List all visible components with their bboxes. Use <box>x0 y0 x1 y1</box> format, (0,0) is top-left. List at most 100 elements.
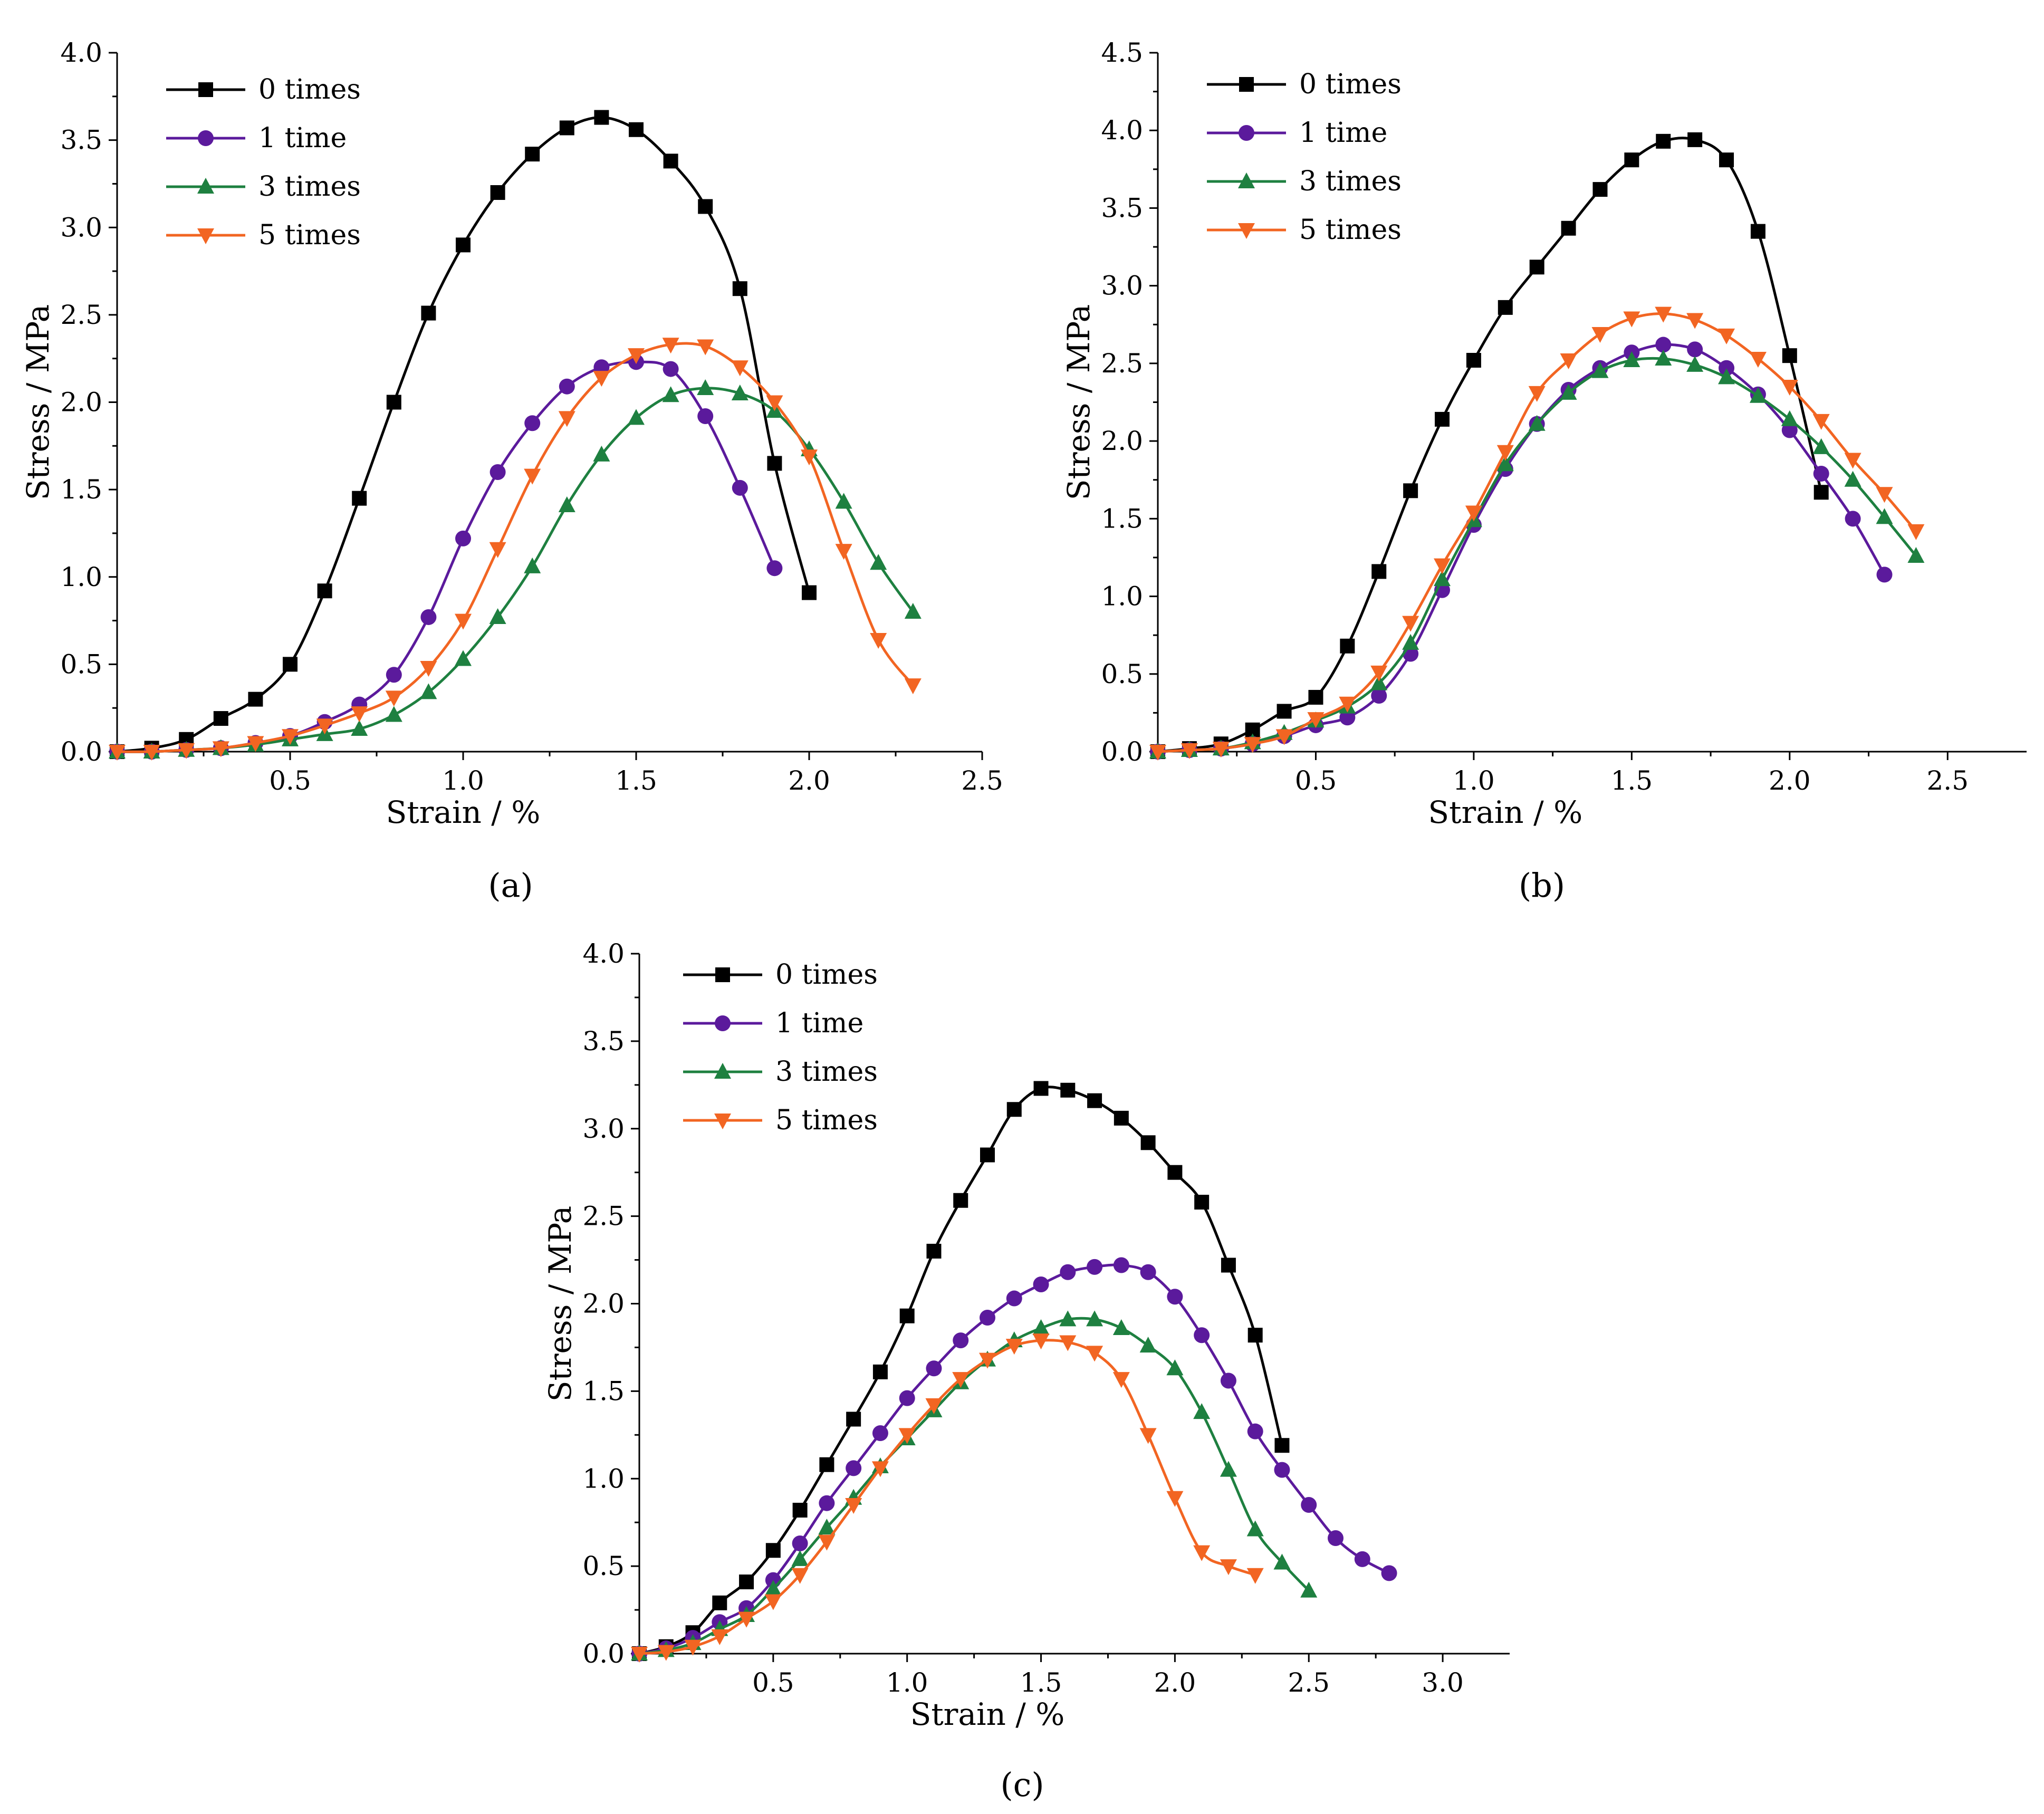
data-point-3-times-a <box>628 409 645 425</box>
x-tick-label-b: 2.0 <box>1769 765 1811 796</box>
data-point-0-times-b <box>1498 300 1513 315</box>
data-point-1-time-c <box>1301 1497 1317 1513</box>
y-tick-label-a: 0.5 <box>60 649 102 679</box>
data-point-3-times-b <box>1591 362 1609 378</box>
data-point-3-times-b <box>1655 350 1672 366</box>
legend-label-1-time-b: 1 time <box>1299 117 1387 149</box>
y-tick-label-a: 2.5 <box>60 300 102 330</box>
x-tick-label-a: 2.0 <box>788 765 830 796</box>
data-point-0-times-a <box>352 491 367 506</box>
data-point-1-time-c <box>792 1535 808 1551</box>
y-tick-label-c: 1.5 <box>582 1376 625 1406</box>
data-point-3-times-a <box>662 386 679 402</box>
data-point-5-times-a <box>455 613 472 630</box>
data-point-0-times-c <box>846 1412 861 1427</box>
data-point-1-time-c <box>1354 1551 1370 1567</box>
data-point-3-times-c <box>1220 1461 1237 1477</box>
data-point-5-times-b <box>1686 313 1704 329</box>
y-tick-label-b: 4.0 <box>1101 115 1143 146</box>
data-point-0-times-b <box>1813 485 1829 500</box>
data-point-5-times-c <box>1246 1568 1264 1584</box>
data-point-5-times-a <box>109 745 126 761</box>
data-point-5-times-b <box>1244 737 1261 753</box>
data-point-1-time-c <box>1167 1289 1183 1305</box>
data-point-3-times-a <box>593 445 610 462</box>
data-point-5-times-c <box>657 1645 675 1661</box>
x-tick-label-c: 1.0 <box>886 1667 928 1698</box>
y-tick-label-b: 0.5 <box>1101 659 1143 689</box>
data-point-0-times-b <box>1687 132 1703 147</box>
data-point-1-time-a <box>455 530 471 546</box>
panel-label-a: (a) <box>488 866 533 905</box>
y-tick-label-a: 4.0 <box>60 37 102 68</box>
data-point-3-times-c <box>1193 1403 1211 1419</box>
data-point-1-time-c <box>1274 1462 1290 1478</box>
data-point-0-times-b <box>1750 224 1765 239</box>
chart-panel-b: 0.5 1.0 1.5 2.0 2.5 0.0 0.5 1.0 1.5 2.0 2.5 3.0 3.5 4… <box>1061 37 2027 830</box>
data-point-3-times-a <box>524 557 541 573</box>
legend-marker-0-times-c <box>715 967 730 982</box>
data-point-3-times-a <box>835 493 852 509</box>
legend-marker-5-times-b <box>1238 223 1255 239</box>
data-point-0-times-b <box>1561 220 1576 236</box>
data-point-3-times-c <box>764 1580 782 1596</box>
data-point-0-times-a <box>732 281 747 296</box>
data-point-1-time-b <box>1845 511 1861 527</box>
x-tick-label-b: 1.5 <box>1611 765 1653 796</box>
data-point-1-time-c <box>1328 1530 1344 1547</box>
y-tick-label-c: 1.0 <box>582 1463 625 1494</box>
data-point-0-times-a <box>767 456 782 471</box>
data-point-0-times-a <box>317 583 332 599</box>
y-tick-label-c: 2.0 <box>582 1289 625 1319</box>
data-point-0-times-a <box>421 305 436 321</box>
y-tick-label-b: 4.5 <box>1101 37 1143 68</box>
data-point-1-time-b <box>1339 709 1356 726</box>
data-point-5-times-a <box>178 743 195 759</box>
data-point-1-time-a <box>732 479 748 496</box>
data-point-5-times-a <box>282 729 299 745</box>
series-line-0-times-c <box>638 1086 1283 1655</box>
legend-label-3-times-a: 3 times <box>258 171 361 203</box>
data-point-5-times-c <box>1086 1346 1103 1362</box>
data-point-5-times-a <box>247 736 264 752</box>
legend-marker-1-time-a <box>198 130 214 146</box>
data-point-0-times-a <box>594 110 609 125</box>
data-point-0-times-a <box>629 122 644 137</box>
y-tick-label-c: 0.5 <box>582 1551 625 1581</box>
data-point-5-times-c <box>1139 1428 1157 1444</box>
legend-marker-5-times-a <box>197 228 214 244</box>
data-point-3-times-c <box>1273 1553 1291 1570</box>
data-point-3-times-a <box>870 554 887 570</box>
data-point-3-times-b <box>1844 471 1861 487</box>
x-tick-label-c: 3.0 <box>1422 1667 1464 1698</box>
data-point-0-times-a <box>663 153 678 169</box>
data-point-0-times-a <box>698 199 713 214</box>
legend-marker-1-time-c <box>715 1015 731 1031</box>
chart-panel-c: 0.5 1.0 1.5 2.0 2.5 3.0 0.0 0.5 1.0 1.5 2.0 2.5 3.0 3… <box>542 938 1510 1732</box>
data-point-0-times-a <box>490 185 505 200</box>
data-point-3-times-a <box>904 603 922 619</box>
y-tick-label-a: 3.0 <box>60 212 102 243</box>
data-point-3-times-c <box>818 1519 836 1535</box>
data-point-5-times-a <box>801 449 818 466</box>
y-tick-label-a: 0.0 <box>60 736 102 767</box>
data-point-5-times-b <box>1844 453 1861 469</box>
x-tick-label-a: 1.5 <box>615 765 657 796</box>
data-point-5-times-c <box>925 1398 943 1414</box>
data-point-5-times-b <box>1434 558 1451 574</box>
data-point-5-times-a <box>628 348 645 364</box>
y-tick-label-c: 3.0 <box>582 1114 625 1144</box>
data-point-5-times-c <box>952 1372 970 1388</box>
legend-marker-3-times-c <box>714 1063 731 1079</box>
legend-label-3-times-b: 3 times <box>1299 166 1402 197</box>
data-point-0-times-c <box>1221 1258 1236 1273</box>
data-point-5-times-b <box>1402 616 1419 632</box>
data-point-3-times-a <box>558 496 575 512</box>
data-point-0-times-b <box>1592 182 1608 197</box>
data-point-1-time-c <box>1140 1264 1156 1280</box>
data-point-5-times-a <box>489 542 506 558</box>
legend-label-5-times-a: 5 times <box>258 219 361 251</box>
data-point-1-time-c <box>1006 1290 1022 1307</box>
data-point-1-time-a <box>524 415 541 431</box>
data-point-3-times-c <box>1166 1359 1184 1376</box>
